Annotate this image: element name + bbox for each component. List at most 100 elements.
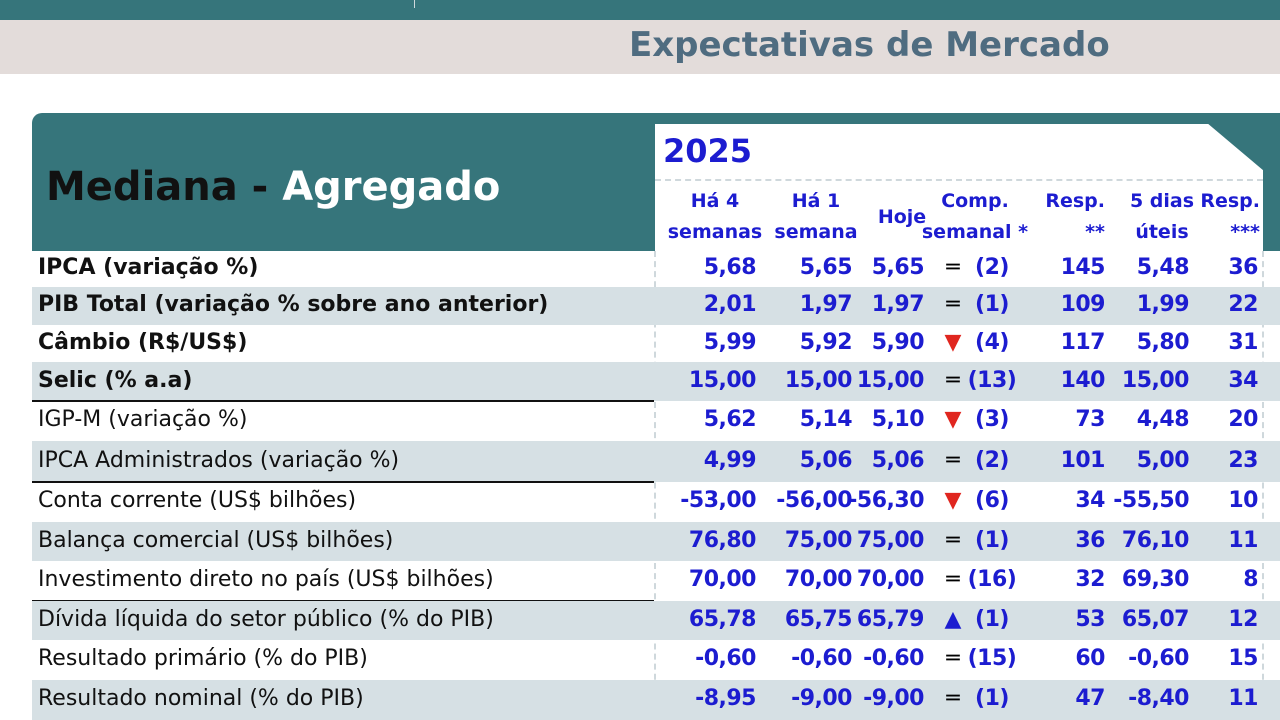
table-row: Resultado nominal (% do PIB) -8,95 -9,00 -9… xyxy=(32,680,1280,720)
year-header-box xyxy=(655,124,1263,252)
cell-resp: 109 xyxy=(1060,292,1106,317)
cell-hoje: 5,06 xyxy=(871,448,925,473)
year-label: 2025 xyxy=(663,132,753,170)
row-indicator-label: Dívida líquida do setor público (% do PI… xyxy=(38,607,494,632)
cell-resp2: 8 xyxy=(1243,567,1258,592)
cell-resp2: 23 xyxy=(1228,448,1258,473)
panel-title: Mediana - Agregado xyxy=(46,164,500,210)
cell-v1: 5,06 xyxy=(799,448,853,473)
row-indicator-label: Selic (% a.a) xyxy=(38,368,193,393)
group-divider xyxy=(32,400,654,402)
cell-d5: 65,07 xyxy=(1121,607,1190,632)
cell-hoje: 5,10 xyxy=(871,407,925,432)
row-indicator-label: Câmbio (R$/US$) xyxy=(38,330,248,355)
col-today-header: Hoje xyxy=(872,186,932,233)
cell-v1: -56,00 xyxy=(776,488,852,513)
col-responses-5days-header-line1: Resp. xyxy=(1200,190,1260,212)
table-row: Conta corrente (US$ bilhões) -53,00 -56,00… xyxy=(32,482,1280,522)
cell-v1: 5,65 xyxy=(799,255,853,280)
row-indicator-label: Balança comercial (US$ bilhões) xyxy=(38,528,394,553)
row-indicator-label: Investimento direto no país (US$ bilhões… xyxy=(38,567,494,592)
cell-hoje: 1,97 xyxy=(871,292,925,317)
cell-d5: 69,30 xyxy=(1121,567,1190,592)
cell-resp2: 11 xyxy=(1228,528,1258,553)
cell-v4: -53,00 xyxy=(680,488,756,513)
cell-resp2: 15 xyxy=(1228,646,1258,671)
cell-v4: 65,78 xyxy=(688,607,757,632)
cell-v4: 76,80 xyxy=(688,528,757,553)
row-indicator-label: Conta corrente (US$ bilhões) xyxy=(38,488,357,513)
cell-d5: -55,50 xyxy=(1113,488,1189,513)
cell-weeks-in-trend: (2) xyxy=(975,255,1009,280)
top-bar xyxy=(0,0,1280,20)
cell-weeks-in-trend: (1) xyxy=(975,686,1009,711)
header-right-strip xyxy=(1262,113,1280,251)
cell-weeks-in-trend: (15) xyxy=(967,646,1017,671)
cell-resp: 53 xyxy=(1075,607,1105,632)
top-bar-tick xyxy=(414,0,415,8)
cell-weeks-in-trend: (1) xyxy=(975,292,1009,317)
cell-resp: 60 xyxy=(1075,646,1105,671)
cell-resp: 117 xyxy=(1060,330,1106,355)
equal-icon: ═ xyxy=(946,646,960,671)
cell-v4: 4,99 xyxy=(703,448,757,473)
col-5-business-days-header-line1: 5 dias xyxy=(1129,190,1195,212)
col-responses-5days-header: Resp. *** xyxy=(1190,186,1260,248)
table-row: Selic (% a.a) 15,00 15,00 15,00 140 15,00 34 ═(… xyxy=(32,362,1280,401)
col-responses-header-line2: ** xyxy=(1085,221,1105,243)
cell-weeks-in-trend: (6) xyxy=(975,488,1009,513)
cell-weeks-in-trend: (2) xyxy=(975,448,1009,473)
page-title: Expectativas de Mercado xyxy=(629,25,1110,65)
table-row: Câmbio (R$/US$) 5,99 5,92 5,90 117 5,80 31 ▼ (4) xyxy=(32,325,1280,362)
cell-d5: 15,00 xyxy=(1121,368,1190,393)
cell-resp: 32 xyxy=(1075,567,1105,592)
cell-resp2: 11 xyxy=(1228,686,1258,711)
cell-resp2: 31 xyxy=(1228,330,1258,355)
cell-v4: -8,95 xyxy=(695,686,756,711)
cell-d5: 4,48 xyxy=(1136,407,1190,432)
cell-resp2: 36 xyxy=(1228,255,1258,280)
table-row: Dívida líquida do setor público (% do PI… xyxy=(32,601,1280,640)
cell-resp: 47 xyxy=(1075,686,1105,711)
cell-resp: 140 xyxy=(1060,368,1106,393)
cell-v4: 15,00 xyxy=(688,368,757,393)
cell-weeks-in-trend: (3) xyxy=(975,407,1009,432)
equal-icon: ═ xyxy=(946,567,960,592)
cell-resp2: 12 xyxy=(1228,607,1258,632)
table-right-dashed-rule xyxy=(1262,251,1264,720)
cell-resp: 34 xyxy=(1075,488,1105,513)
col-4-weeks-ago-header: Há 4 semanas xyxy=(660,186,770,248)
table-row: IPCA Administrados (variação %) 4,99 5,06 5… xyxy=(32,441,1280,482)
cell-resp: 101 xyxy=(1060,448,1106,473)
cell-d5: -0,60 xyxy=(1128,646,1189,671)
cell-v1: 5,14 xyxy=(799,407,853,432)
row-indicator-label: Resultado nominal (% do PIB) xyxy=(38,686,364,711)
equal-icon: ═ xyxy=(946,255,960,280)
col-1-week-ago-header: Há 1 semana xyxy=(771,186,861,248)
cell-weeks-in-trend: (13) xyxy=(967,368,1017,393)
cell-v1: 70,00 xyxy=(784,567,853,592)
cell-hoje: 65,79 xyxy=(856,607,925,632)
col-responses-5days-header-line2: *** xyxy=(1230,221,1260,243)
col-1-week-ago-header-line1: Há 1 xyxy=(791,190,841,212)
cell-weeks-in-trend: (4) xyxy=(975,330,1009,355)
cell-weeks-in-trend: (1) xyxy=(975,607,1009,632)
col-responses-header-line1: Resp. xyxy=(1045,190,1105,212)
cell-weeks-in-trend: (1) xyxy=(975,528,1009,553)
title-bar: Expectativas de Mercado xyxy=(0,20,1280,74)
cell-v1: -9,00 xyxy=(791,686,852,711)
cell-hoje: -0,60 xyxy=(863,646,924,671)
panel-title-median: Mediana - xyxy=(46,164,269,210)
col-weekly-comparison-header-line2: semanal * xyxy=(921,221,1029,243)
cell-v4: 2,01 xyxy=(703,292,757,317)
col-4-weeks-ago-header-line2: semanas xyxy=(667,221,763,243)
panel-title-aggregate: Agregado xyxy=(282,164,501,210)
col-5-business-days-header-line2: úteis xyxy=(1135,221,1189,243)
col-5-business-days-header: 5 dias úteis xyxy=(1122,186,1202,248)
row-indicator-label: IGP-M (variação %) xyxy=(38,407,248,432)
cell-v1: -0,60 xyxy=(791,646,852,671)
row-indicator-label: IPCA (variação %) xyxy=(38,255,259,280)
cell-weeks-in-trend: (16) xyxy=(967,567,1017,592)
cell-v4: 5,68 xyxy=(703,255,757,280)
cell-v1: 5,92 xyxy=(799,330,853,355)
